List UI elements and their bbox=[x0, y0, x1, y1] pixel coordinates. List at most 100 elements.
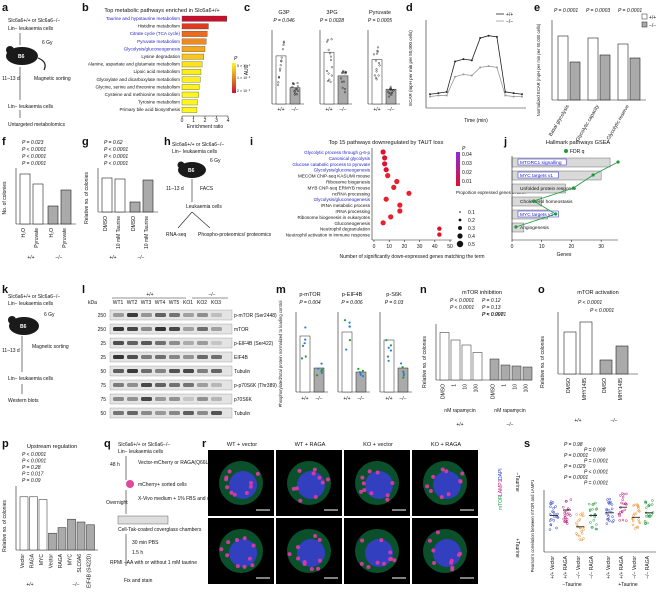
panel-o: o mTOR activation Relative no. of coloni… bbox=[538, 282, 660, 432]
panel-p-chart: Upstream regulation Relative no. of colo… bbox=[2, 444, 98, 588]
data-point bbox=[605, 522, 609, 525]
data-point bbox=[624, 502, 627, 505]
chart-title: mTOR activation bbox=[577, 290, 619, 296]
panel-label: r bbox=[202, 438, 207, 450]
subplot-title: p-mTOR bbox=[299, 292, 320, 298]
data-point bbox=[645, 515, 648, 518]
series-line bbox=[429, 65, 522, 98]
time-text: 48 h bbox=[110, 462, 120, 468]
category-label: Histidine metabolism bbox=[138, 24, 181, 29]
bar bbox=[341, 331, 353, 393]
panel-label: q bbox=[104, 438, 111, 450]
data-point bbox=[345, 348, 348, 351]
x-tick-label: +/+ bbox=[301, 396, 308, 402]
data-point bbox=[386, 355, 390, 358]
x-axis-label: Genes bbox=[557, 252, 572, 258]
panel-j: j Hallmark pathways GSEA FDR q MTORC1 si… bbox=[498, 132, 660, 262]
fdr-line bbox=[515, 161, 619, 228]
x-tick-label: 10 bbox=[386, 244, 392, 250]
blot-band bbox=[127, 355, 138, 359]
lamp1-puncta bbox=[296, 556, 301, 561]
x-tick-label: 0 bbox=[511, 244, 514, 250]
data-point bbox=[326, 38, 329, 41]
x-axis-label: Time (min) bbox=[464, 118, 488, 124]
lamp1-puncta bbox=[248, 484, 253, 489]
data-point bbox=[454, 75, 457, 78]
blot-band bbox=[113, 397, 124, 401]
data-point bbox=[646, 521, 649, 525]
x-axis-label: Number of significantly down-expressed g… bbox=[339, 254, 484, 260]
blot-band bbox=[113, 313, 124, 317]
data-point bbox=[279, 67, 282, 70]
lamp1-puncta bbox=[362, 488, 367, 493]
p-value: P = 0.62 bbox=[104, 140, 123, 146]
x-tick-label: +/+ bbox=[325, 107, 332, 113]
term-label: Neutrophil degranulation bbox=[320, 227, 371, 232]
data-point bbox=[277, 83, 280, 86]
bar bbox=[181, 99, 198, 106]
x-tick-label: DMSO bbox=[103, 216, 109, 231]
data-point bbox=[637, 507, 640, 510]
panel-label: p bbox=[2, 438, 9, 450]
category-label: Alanine, aspartate and glutamate metabol… bbox=[88, 62, 180, 67]
bar bbox=[383, 339, 395, 393]
blot-band bbox=[211, 397, 222, 401]
bar bbox=[101, 177, 113, 213]
bar bbox=[129, 201, 141, 213]
p-value: P = 0.0001 bbox=[564, 453, 588, 459]
mouse-strain-text: B6 bbox=[188, 168, 195, 174]
x-tick-label: 50 bbox=[447, 244, 453, 250]
data-point bbox=[429, 93, 431, 96]
x-group-label: nM rapamycin bbox=[444, 408, 476, 414]
legend-entry: +/+ bbox=[506, 12, 513, 18]
data-point bbox=[373, 74, 376, 77]
data-point bbox=[621, 492, 624, 495]
p-value: P = 0.0001 bbox=[618, 8, 642, 14]
blot-band bbox=[197, 411, 208, 415]
data-point bbox=[277, 81, 280, 84]
lamp1-puncta bbox=[225, 553, 230, 558]
data-point bbox=[437, 226, 442, 231]
blot-band bbox=[211, 411, 222, 415]
data-point bbox=[343, 72, 346, 75]
p-value: P < 0.0001 bbox=[578, 300, 602, 306]
bar bbox=[181, 53, 205, 60]
bar bbox=[511, 365, 522, 381]
p-value: P = 0.0001 bbox=[554, 8, 578, 14]
panel-label: c bbox=[244, 2, 251, 14]
p-value: P < 0.0001 bbox=[22, 154, 46, 160]
panel-r: r WT + vector WT + RAGA KO + vector KO + RA… bbox=[202, 436, 522, 588]
panel-i-chart: Top 15 pathways downregulated by TAUT lo… bbox=[286, 140, 526, 260]
legend-entry: +/+ bbox=[649, 15, 656, 21]
blot-band bbox=[113, 383, 124, 387]
data-point bbox=[391, 89, 394, 92]
blot-band bbox=[211, 369, 222, 373]
data-point bbox=[292, 82, 295, 85]
data-point bbox=[462, 58, 465, 61]
lamp1-puncta bbox=[427, 538, 432, 543]
panel-label: s bbox=[524, 438, 531, 450]
data-point bbox=[564, 500, 568, 503]
days-text: 11–13 d bbox=[166, 186, 184, 192]
x-tick-label: 0 bbox=[181, 118, 184, 124]
data-point bbox=[327, 72, 330, 75]
x-tick-label: −/− bbox=[339, 107, 346, 113]
lamp1-puncta bbox=[325, 477, 330, 482]
column-label: WT + vector bbox=[227, 442, 257, 448]
group-label: −/− bbox=[506, 422, 513, 428]
blot-band bbox=[127, 313, 138, 317]
size-legend-marker bbox=[459, 211, 461, 213]
lamp1-puncta bbox=[302, 559, 307, 564]
irradiation-text: 6 Gy bbox=[44, 312, 55, 318]
term-label: Angiogenesis bbox=[520, 225, 549, 231]
bar bbox=[371, 59, 383, 105]
data-point bbox=[344, 72, 347, 75]
irradiation-text: 6 Gy bbox=[210, 158, 221, 164]
data-point bbox=[394, 178, 400, 185]
lamp1-puncta bbox=[382, 561, 387, 566]
panel-g: g Relative no. of colonies P = 0.62 P < … bbox=[82, 132, 162, 262]
cells-text: Lin− leukaemia cells bbox=[8, 301, 54, 307]
panel-g-chart: Relative no. of colonies P = 0.62 P < 0.… bbox=[84, 140, 158, 261]
subplot-title: G3P bbox=[278, 10, 289, 16]
blot-band bbox=[113, 341, 124, 345]
